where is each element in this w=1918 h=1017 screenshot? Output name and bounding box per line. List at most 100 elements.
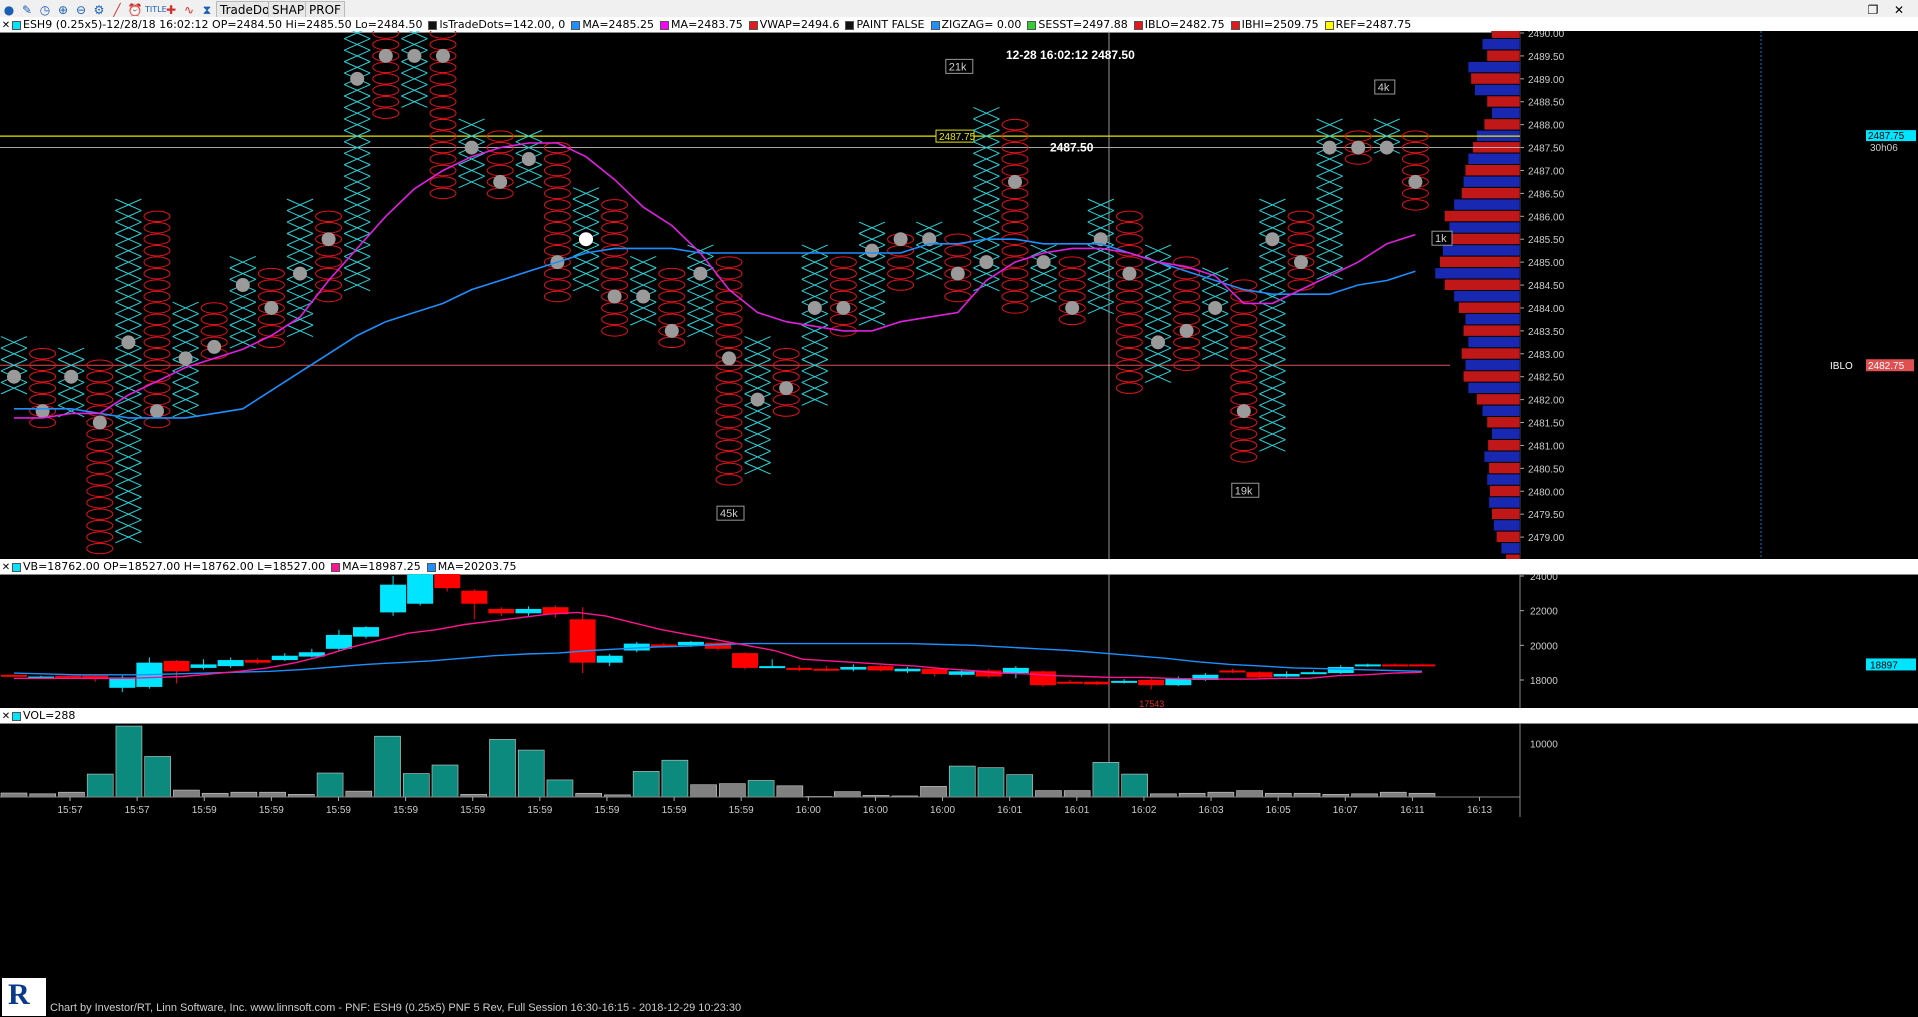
pnf-x-mark xyxy=(115,347,142,360)
pnf-volume-profile-bar xyxy=(1486,95,1521,108)
zoom-out-icon[interactable]: ⊖ xyxy=(75,3,87,17)
hourglass-icon[interactable]: ⧗ xyxy=(202,3,212,17)
pnf-o-mark xyxy=(1115,222,1143,234)
candle-close-icon[interactable]: ✕ xyxy=(1,562,11,573)
pnf-o-mark xyxy=(143,210,171,223)
pencil-icon[interactable]: ✎ xyxy=(21,3,33,17)
pnf-x-mark xyxy=(343,175,371,189)
pnf-x-mark xyxy=(572,198,600,212)
candle-legend: ✕ VB=18762.00 OP=18527.00 H=18762.00 L=18… xyxy=(0,559,1918,575)
candle-last-tag-text: 18897 xyxy=(1870,660,1898,671)
cycle-icon[interactable]: ∿ xyxy=(183,3,195,17)
pnf-volume-profile-bar xyxy=(1439,256,1521,268)
volume-bar xyxy=(0,792,28,798)
pnf-o-mark xyxy=(29,359,57,371)
pnf-x-mark xyxy=(858,221,886,234)
pnf-volume-profile-bar xyxy=(1476,393,1521,406)
pnf-x-mark xyxy=(1087,301,1115,315)
pnf-volume-profile-bar xyxy=(1491,107,1521,119)
pnf-x-mark xyxy=(343,129,371,143)
volume-bar xyxy=(1063,790,1091,798)
pnf-x-column xyxy=(343,31,371,292)
pnf-volume-profile-bar xyxy=(1464,359,1521,371)
pnf-volume-profile-bar xyxy=(1481,38,1521,50)
candle-body xyxy=(1029,671,1056,686)
candle-body xyxy=(1246,672,1273,678)
pnf-trade-dot xyxy=(950,266,965,281)
volume-chart[interactable]: 10000 15:57 15:57 15:59 15:59 15:59 15:59 15:59… xyxy=(0,723,1918,1015)
pnf-o-mark xyxy=(715,428,743,440)
pnf-o-mark xyxy=(887,256,915,268)
pnf-o-mark xyxy=(543,164,571,177)
pnf-x-mark xyxy=(572,255,600,269)
pnf-chart[interactable]: 2479.00 2479.50 2480.00 2480.50 2481.00 2481.… xyxy=(0,31,1918,560)
pnf-o-mark xyxy=(1001,187,1029,200)
pnf-x-mark xyxy=(1259,198,1286,212)
pnf-trade-dot xyxy=(1322,140,1337,155)
candle xyxy=(1219,668,1246,674)
clock-icon[interactable]: ◷ xyxy=(39,3,51,17)
pnf-legend-text: IBLO=2482.75 xyxy=(1144,18,1225,31)
pnf-legend-swatch xyxy=(428,20,438,30)
pnf-x-mark xyxy=(0,381,28,395)
pnf-trade-dot xyxy=(836,300,851,315)
candle-chart[interactable]: 18000 20000 22000 24000 18897 17543 xyxy=(0,574,1918,708)
pnf-x-mark xyxy=(115,404,142,418)
volume-close-icon[interactable]: ✕ xyxy=(1,711,11,722)
pnf-legend-item: SESST=2497.88 xyxy=(1027,17,1128,32)
candle xyxy=(596,654,623,667)
zoom-icon[interactable]: ⊕ xyxy=(57,3,69,17)
candle-body xyxy=(732,653,759,668)
pnf-o-mark xyxy=(1230,416,1258,429)
candle-legend-item: VB=18762.00 OP=18527.00 H=18762.00 L=185… xyxy=(12,559,325,574)
pnf-o-mark xyxy=(543,279,571,291)
pnf-o-mark xyxy=(143,393,171,406)
pnf-y-tick-label: 2487.00 xyxy=(1528,166,1565,177)
pnf-x-column xyxy=(1087,198,1115,315)
pnf-x-mark xyxy=(1087,210,1115,223)
pnf-trade-dot xyxy=(7,369,21,384)
pnf-x-mark xyxy=(801,267,829,280)
crosshair-icon[interactable]: ✚ xyxy=(165,3,177,17)
pnf-x-mark xyxy=(1030,267,1057,280)
prof-button[interactable]: PROF xyxy=(305,1,345,20)
shape-button[interactable]: SHAPE xyxy=(268,1,316,20)
pnf-o-mark xyxy=(86,474,114,486)
pnf-o-mark xyxy=(1115,370,1143,383)
pnf-x-column xyxy=(801,244,829,406)
pnf-ref-label: 2487.75 xyxy=(939,132,976,143)
alarm-icon[interactable]: ⏰ xyxy=(127,3,143,17)
pnf-o-mark xyxy=(143,222,171,234)
restore-window-icon[interactable]: ❐ xyxy=(1867,3,1879,17)
pnf-x-mark xyxy=(858,255,886,269)
pnf-x-mark xyxy=(343,221,371,234)
pnf-x-mark xyxy=(401,95,428,108)
volume-bar xyxy=(977,767,1005,798)
pnf-o-mark xyxy=(1230,302,1258,314)
volume-bar xyxy=(1379,791,1407,798)
pnf-o-mark xyxy=(429,61,457,74)
pnf-o-mark xyxy=(143,233,171,245)
app-icon[interactable]: ● xyxy=(3,3,15,17)
pnf-trade-dot xyxy=(35,404,50,419)
pnf-o-column xyxy=(1287,210,1315,291)
pnf-o-mark xyxy=(829,267,857,280)
pnf-x-mark xyxy=(286,278,314,292)
candle-body xyxy=(353,627,379,637)
pnf-o-mark xyxy=(601,233,629,245)
pnf-o-mark xyxy=(1230,290,1258,303)
candle-body xyxy=(1381,664,1408,667)
pnf-o-mark xyxy=(86,462,114,475)
pnf-trade-dot xyxy=(807,300,822,315)
candle xyxy=(786,665,813,672)
close-window-icon[interactable]: ✕ xyxy=(1893,3,1905,17)
pnf-o-mark xyxy=(1058,256,1086,268)
pnf-o-mark xyxy=(1230,439,1258,452)
x-tick-label: 15:59 xyxy=(527,805,552,816)
line-tool-icon[interactable]: ╱ xyxy=(113,3,121,17)
gear-icon[interactable]: ⚙ xyxy=(93,3,105,17)
pnf-o-mark xyxy=(715,405,743,417)
pnf-close-icon[interactable]: ✕ xyxy=(1,20,11,31)
title-icon[interactable]: TITLE xyxy=(145,5,167,14)
pnf-x-mark xyxy=(515,129,543,143)
